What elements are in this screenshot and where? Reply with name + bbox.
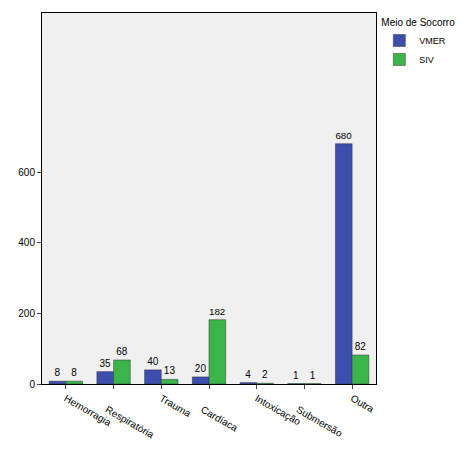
svg-text:182: 182 <box>209 306 225 317</box>
svg-text:Intoxicação: Intoxicação <box>253 393 303 428</box>
svg-text:Cardíaca: Cardíaca <box>199 404 240 434</box>
svg-text:VMER: VMER <box>419 36 446 46</box>
svg-text:Meio de Socorro: Meio de Socorro <box>381 17 455 28</box>
svg-text:20: 20 <box>195 363 207 374</box>
svg-text:Hemorragia: Hemorragia <box>62 393 113 429</box>
svg-text:1: 1 <box>293 370 299 381</box>
svg-text:68: 68 <box>116 346 128 357</box>
svg-text:Outra: Outra <box>349 393 377 415</box>
svg-text:40: 40 <box>147 356 159 367</box>
svg-text:82: 82 <box>355 341 367 352</box>
svg-text:1: 1 <box>310 370 316 381</box>
svg-text:SIV: SIV <box>419 55 434 65</box>
svg-text:8: 8 <box>55 367 61 378</box>
svg-text:0: 0 <box>29 379 35 390</box>
svg-text:Submersão: Submersão <box>294 404 344 439</box>
svg-text:200: 200 <box>18 308 35 319</box>
svg-text:2: 2 <box>262 369 268 380</box>
svg-text:400: 400 <box>18 237 35 248</box>
svg-text:13: 13 <box>164 365 176 376</box>
svg-text:8: 8 <box>71 367 77 378</box>
svg-text:Respiratória: Respiratória <box>104 404 157 441</box>
svg-text:4: 4 <box>245 369 251 380</box>
svg-text:35: 35 <box>99 358 111 369</box>
svg-text:680: 680 <box>335 130 352 141</box>
svg-text:600: 600 <box>18 167 35 178</box>
svg-text:Trauma: Trauma <box>158 393 193 420</box>
